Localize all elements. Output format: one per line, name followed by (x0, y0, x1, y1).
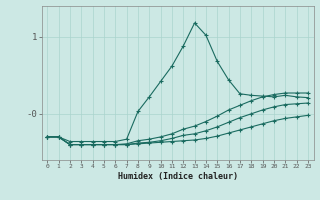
X-axis label: Humidex (Indice chaleur): Humidex (Indice chaleur) (118, 172, 237, 181)
